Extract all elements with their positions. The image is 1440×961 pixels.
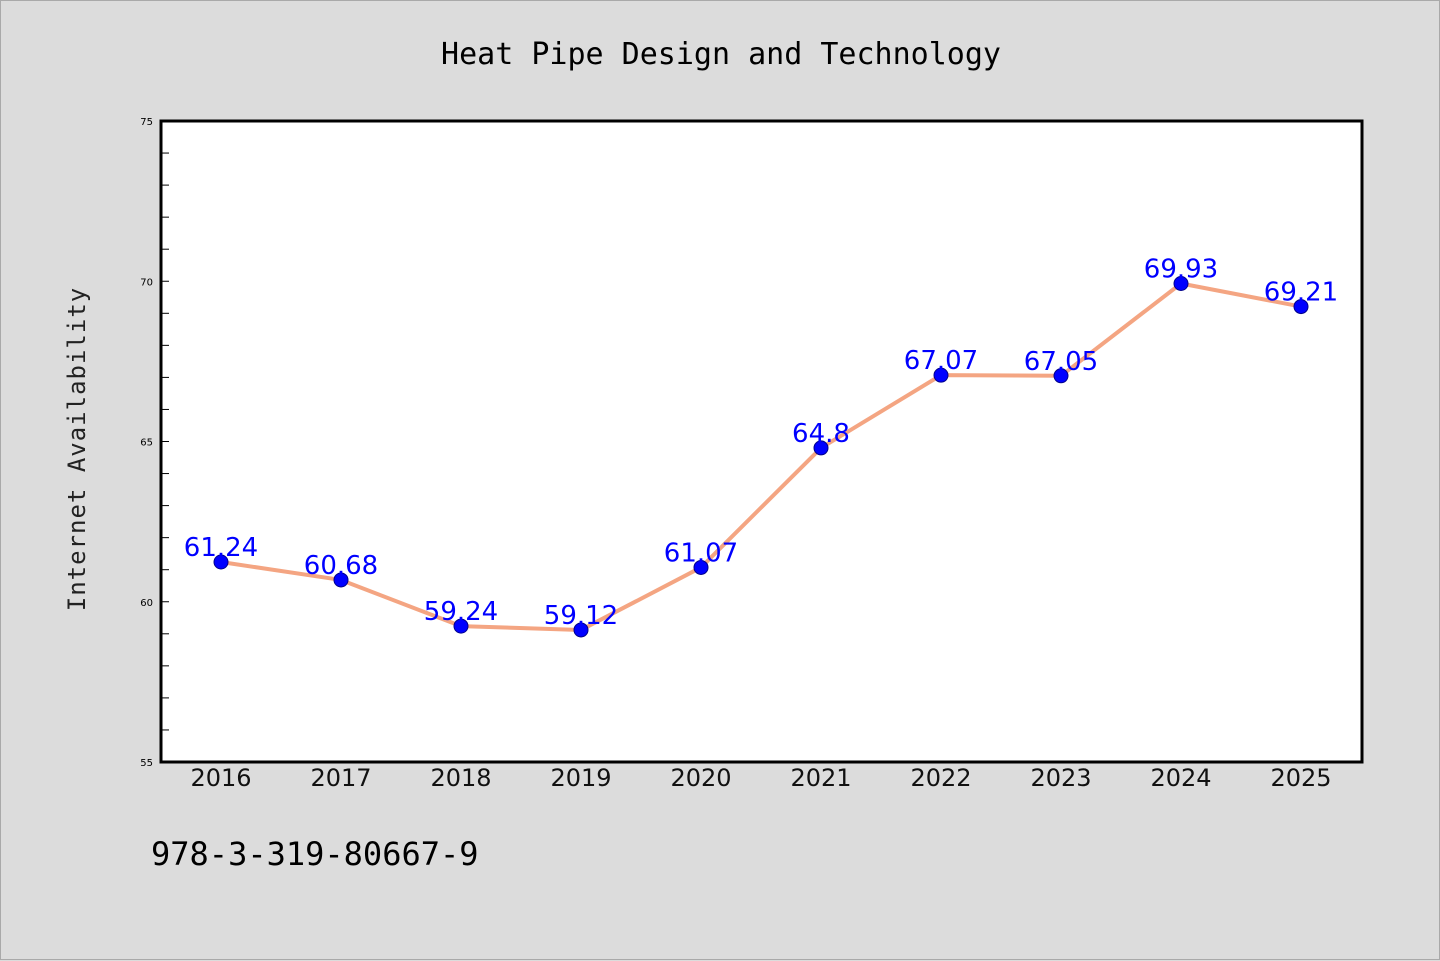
data-point: [693, 559, 709, 575]
x-tick-label: 2020: [670, 764, 731, 792]
isbn-footer: 978-3-319-80667-9: [151, 835, 479, 873]
data-point: [813, 440, 829, 456]
x-tick-label: 2016: [190, 764, 251, 792]
data-point: [1053, 368, 1069, 384]
data-point: [1173, 275, 1189, 291]
data-point: [933, 367, 949, 383]
series-group: 61.24 60.68 59.24 59.12 61.07 64.8 67.07 67.05 6…: [184, 254, 1338, 638]
x-tick-label: 2019: [550, 764, 611, 792]
data-label: 69.93: [1144, 254, 1218, 284]
y-tick-label: 65: [140, 438, 153, 449]
data-label: 67.05: [1024, 347, 1098, 377]
y-tick-labels: 55 60 65 70 75: [140, 117, 153, 769]
data-label: 61.07: [664, 538, 738, 568]
data-point: [453, 618, 469, 634]
y-tick-label: 55: [140, 758, 153, 769]
chart-title: Heat Pipe Design and Technology: [441, 37, 1001, 72]
x-tick-label: 2021: [790, 764, 851, 792]
x-tick-label: 2025: [1270, 764, 1331, 792]
x-tick-label: 2017: [310, 764, 371, 792]
data-label: 69.21: [1264, 278, 1338, 308]
y-tick-label: 75: [140, 117, 153, 128]
data-label: 64.8: [792, 419, 850, 449]
y-tick-label: 70: [140, 277, 153, 288]
data-point: [213, 554, 229, 570]
plot-area: [161, 121, 1362, 762]
data-point: [333, 572, 349, 588]
data-label: 60.68: [304, 551, 378, 581]
data-point: [1293, 299, 1309, 315]
data-label: 59.24: [424, 597, 498, 627]
data-label: 61.24: [184, 533, 258, 563]
x-tick-label: 2024: [1150, 764, 1211, 792]
x-tick-label: 2022: [910, 764, 971, 792]
data-label: 59.12: [544, 601, 618, 631]
data-point: [573, 622, 589, 638]
x-tick-labels: 2016 2017 2018 2019 2020 2021 2022 2023 2024 2025: [190, 764, 1331, 792]
data-label: 67.07: [904, 346, 978, 376]
x-tick-label: 2018: [430, 764, 491, 792]
x-tick-label: 2023: [1030, 764, 1091, 792]
y-tick-label: 60: [140, 598, 153, 609]
y-axis-label: Internet Availability: [63, 287, 91, 611]
series-line: [220, 281, 1302, 632]
plot-border: [159, 119, 1364, 764]
